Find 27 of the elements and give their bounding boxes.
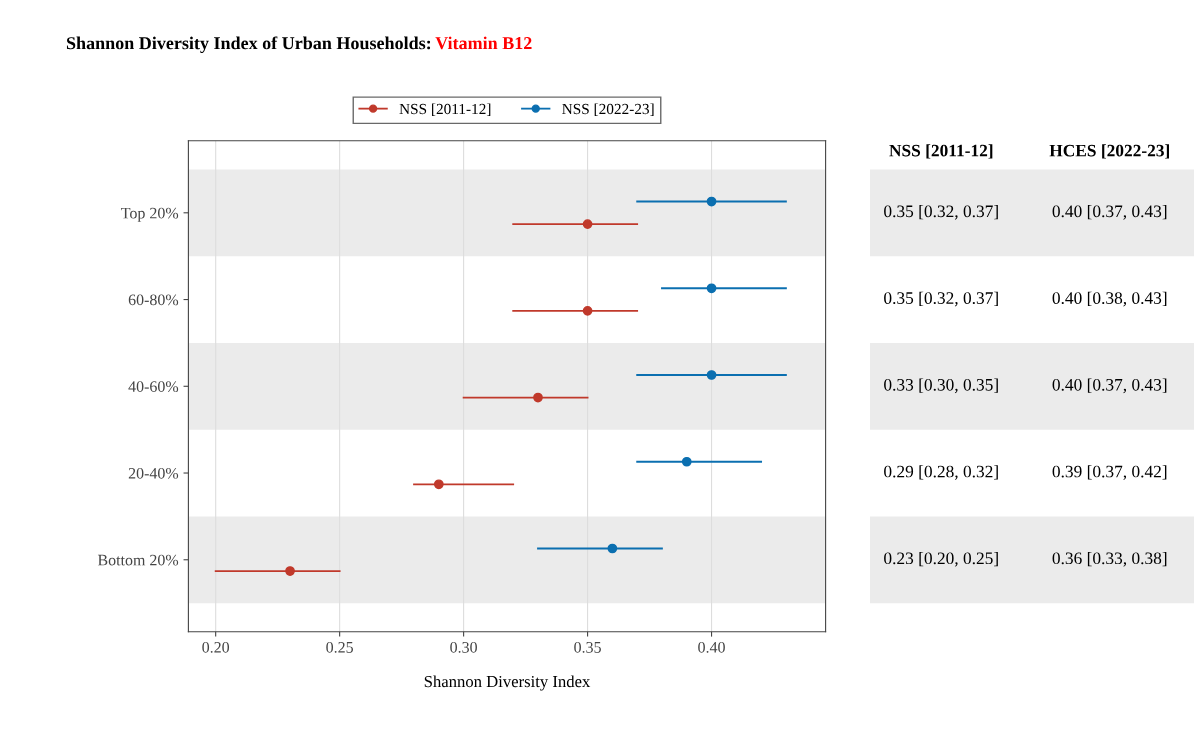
legend-label: NSS [2022-23] [562, 103, 654, 117]
chart-title: Shannon Diversity Index of Urban Households: [66, 36, 431, 53]
y-tick-label: Top 20% [121, 207, 179, 222]
data-label: 0.33 [0.30, 0.35] [884, 378, 998, 394]
data-label: 0.35 [0.32, 0.37] [884, 204, 998, 220]
data-label: 0.35 [0.32, 0.37] [884, 291, 998, 307]
data-label: 0.39 [0.37, 0.42] [1052, 465, 1167, 480]
y-tick-label: 60-80% [128, 294, 179, 306]
data-label: 0.40 [0.38, 0.43] [1052, 291, 1167, 307]
x-axis-title: Shannon Diversity Index [424, 675, 591, 691]
data-label: 0.40 [0.37, 0.43] [1052, 204, 1167, 220]
y-tick-label: 40-60% [128, 381, 179, 393]
x-tick-label: 0.30 [450, 641, 477, 653]
text: HCES [2022-23] [1049, 144, 1169, 159]
y-tick-label: 20-40% [128, 467, 179, 479]
chart-subtitle: Vitamin B12 [435, 36, 532, 50]
x-tick-label: 0.20 [202, 641, 230, 653]
x-tick-label: 0.25 [326, 641, 353, 653]
legend-label: NSS [2011-12] [399, 103, 491, 117]
y-tick-label: Bottom 20% [97, 554, 179, 566]
x-tick-label: 0.40 [698, 641, 725, 653]
text: NSS [2011-12] [889, 144, 993, 159]
data-label: 0.36 [0.33, 0.38] [1052, 551, 1167, 567]
data-label: 0.23 [0.20, 0.25] [884, 551, 998, 567]
x-tick-label: 0.35 [574, 641, 601, 653]
data-label: 0.40 [0.37, 0.43] [1052, 378, 1167, 394]
data-label: 0.29 [0.28, 0.32] [884, 465, 998, 480]
